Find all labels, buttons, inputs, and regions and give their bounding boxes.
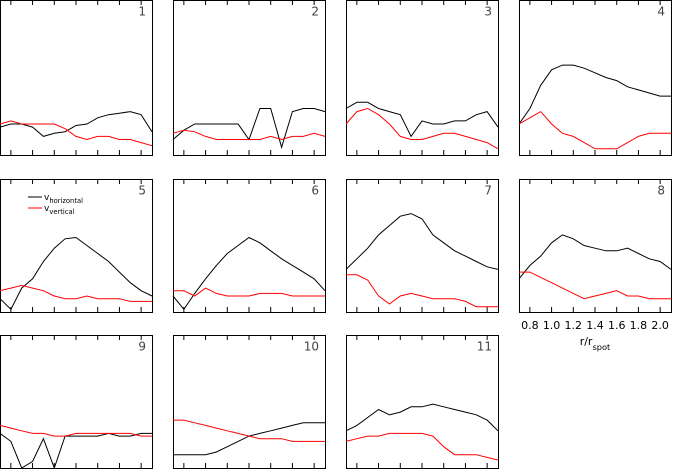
panel-frame [173,335,326,469]
data-line [173,419,325,442]
data-line [345,403,499,432]
x-tick-label: 1.0 [543,319,561,332]
panel-number: 7 [484,184,492,198]
x-tick-label: 2.0 [651,319,669,332]
data-line [345,213,499,270]
data-line [345,107,499,150]
x-axis-label: r/rspot [580,335,611,352]
panel-number: 6 [311,184,319,198]
x-tick-label: 1.8 [630,319,648,332]
legend-label: vhorizontal [44,193,83,206]
panel-number: 9 [138,340,146,354]
data-line [345,432,499,461]
panel-frame [346,0,499,156]
panel-number: 2 [311,5,319,19]
legend-label: vvertical [44,204,75,217]
panel-number: 8 [657,184,665,198]
panel-frame [519,0,672,156]
data-line [0,120,153,147]
x-tick-label: 0.8 [521,319,539,332]
panel-number: 10 [304,340,319,354]
panel-number: 5 [138,184,146,198]
data-line [519,271,671,300]
data-line [0,111,153,137]
data-line [173,287,325,297]
data-line [346,274,498,308]
data-line [172,108,326,150]
data-line [518,110,671,150]
data-line [518,234,672,280]
panel-number: 4 [657,5,665,19]
panel-number: 11 [477,340,492,354]
panel-frame [0,335,153,469]
data-line [518,64,671,125]
data-line [0,432,152,470]
data-line [0,236,153,311]
x-tick-label: 1.2 [565,319,583,332]
x-tick-label: 1.4 [586,319,604,332]
data-line [0,284,152,302]
data-line [173,422,325,456]
x-tick-label: 1.6 [608,319,626,332]
data-line [0,424,152,437]
panel-frame [519,179,672,313]
data-line [172,236,326,311]
data-line [345,101,499,138]
data-line [172,129,326,141]
panel-frame [346,335,499,469]
panel-frame [173,179,326,313]
panel-frame [0,0,153,156]
panel-number: 1 [138,5,146,19]
panel-number: 3 [484,5,492,19]
